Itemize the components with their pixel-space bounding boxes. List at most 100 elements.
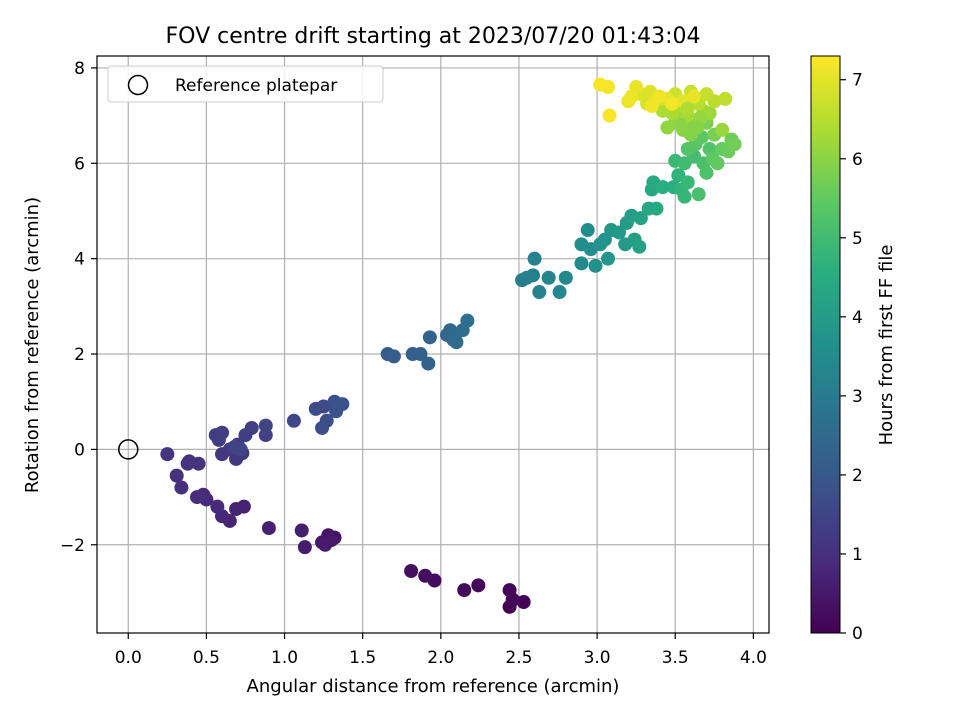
data-point [169,468,184,483]
data-point [644,99,659,114]
colorbar-tick-label: 6 [852,150,863,170]
y-tick-label: 2 [74,345,85,365]
data-point [457,583,472,598]
data-point [526,268,541,283]
data-point [422,330,437,345]
data-point [680,101,695,116]
colorbar [810,55,841,634]
data-point [215,425,230,440]
data-point [404,564,419,579]
data-point [471,578,486,593]
data-point [210,499,225,514]
data-point [294,523,309,538]
data-point [691,187,706,202]
colorbar-tick-label: 7 [852,71,863,91]
x-axis-ticks: 0.0 0.5 1.0 1.5 2.0 2.5 3.0 3.5 4.0 [115,633,767,668]
data-point [710,156,725,171]
legend-open-circle-marker [127,74,149,96]
data-point [286,413,301,428]
data-point [449,335,464,350]
data-point [649,201,664,216]
data-point [386,349,401,364]
colorbar-tick-label: 2 [852,466,863,486]
data-point [699,165,714,180]
data-point [715,122,730,137]
colorbar-tick-label: 1 [852,545,863,565]
colorbar-ticks: 0 1 2 3 4 5 6 7 [840,71,863,644]
data-point [699,87,714,102]
data-point [660,120,675,135]
data-point [588,258,603,273]
data-point [261,521,276,536]
data-point [552,285,567,300]
colorbar-tick-label: 0 [852,624,863,644]
data-point [580,223,595,238]
data-point [665,96,680,111]
data-point [532,285,547,300]
data-point [727,137,742,152]
data-point [502,583,517,598]
reference-marker [118,439,139,460]
data-point [190,490,205,505]
data-point [318,537,333,552]
data-point [174,480,189,495]
data-point [718,91,733,106]
legend-label: Reference platepar [175,76,337,96]
data-point [602,108,617,123]
x-tick-label: 1.5 [349,648,376,668]
data-point [674,118,689,133]
data-point [258,418,273,433]
legend: Reference platepar [107,65,384,103]
data-point [413,347,428,362]
data-point [315,420,330,435]
data-point [316,399,331,414]
colorbar-label: Hours from first FF file [876,245,897,446]
data-points [160,77,742,614]
data-point [329,404,344,419]
data-point [593,77,608,92]
data-point [690,120,705,135]
x-tick-label: 2.5 [505,648,532,668]
x-tick-label: 3.5 [662,648,689,668]
colorbar-tick-label: 3 [852,387,863,407]
x-tick-label: 0.0 [115,648,142,668]
data-point [541,270,556,285]
y-axis-ticks: −2 0 2 4 6 8 [60,59,97,556]
grid-lines [97,56,769,633]
y-tick-label: 6 [74,154,85,174]
data-point [686,89,701,104]
y-axis-label: Rotation from reference (arcmin) [22,197,43,493]
x-tick-label: 4.0 [740,648,767,668]
x-tick-label: 2.0 [427,648,454,668]
data-point [611,225,626,240]
data-point [233,442,248,457]
colorbar-tick-label: 5 [852,229,863,249]
data-point [652,89,667,104]
data-point [633,211,648,226]
chart-title: FOV centre drift starting at 2023/07/20 … [166,24,701,49]
y-tick-label: −2 [60,536,85,556]
x-tick-label: 1.0 [271,648,298,668]
data-point [632,239,647,254]
data-point [601,251,616,266]
data-point [421,356,436,371]
data-point [516,595,531,610]
data-point [180,456,195,471]
y-tick-label: 4 [74,250,85,270]
legend-box [107,65,384,103]
data-point [160,447,175,462]
x-tick-label: 0.5 [193,648,220,668]
data-point [574,256,589,271]
colorbar-tick-label: 4 [852,308,863,328]
data-point [527,251,542,266]
data-point [677,189,692,204]
data-point [558,270,573,285]
data-point [460,313,475,328]
x-axis-label: Angular distance from reference (arcmin) [247,676,620,697]
y-tick-label: 0 [74,440,85,460]
data-point [655,180,670,195]
data-point [191,456,206,471]
reference-platepar-marker [118,439,139,460]
